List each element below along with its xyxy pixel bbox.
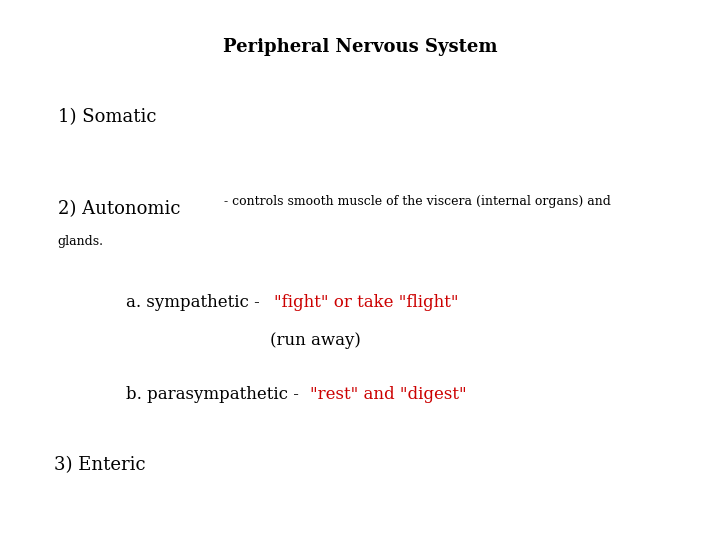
Text: 2) Autonomic: 2) Autonomic xyxy=(58,200,180,218)
Text: b. parasympathetic -: b. parasympathetic - xyxy=(126,386,304,403)
Text: (run away): (run away) xyxy=(270,332,361,349)
Text: "fight" or take "flight": "fight" or take "flight" xyxy=(274,294,458,311)
Text: glands.: glands. xyxy=(58,235,104,248)
Text: - controls smooth muscle of the viscera (internal organs) and: - controls smooth muscle of the viscera … xyxy=(220,195,611,208)
Text: 1) Somatic: 1) Somatic xyxy=(58,108,156,126)
Text: Peripheral Nervous System: Peripheral Nervous System xyxy=(222,38,498,56)
Text: 3) Enteric: 3) Enteric xyxy=(54,456,145,474)
Text: "rest" and "digest": "rest" and "digest" xyxy=(310,386,467,403)
Text: a. sympathetic -: a. sympathetic - xyxy=(126,294,265,311)
